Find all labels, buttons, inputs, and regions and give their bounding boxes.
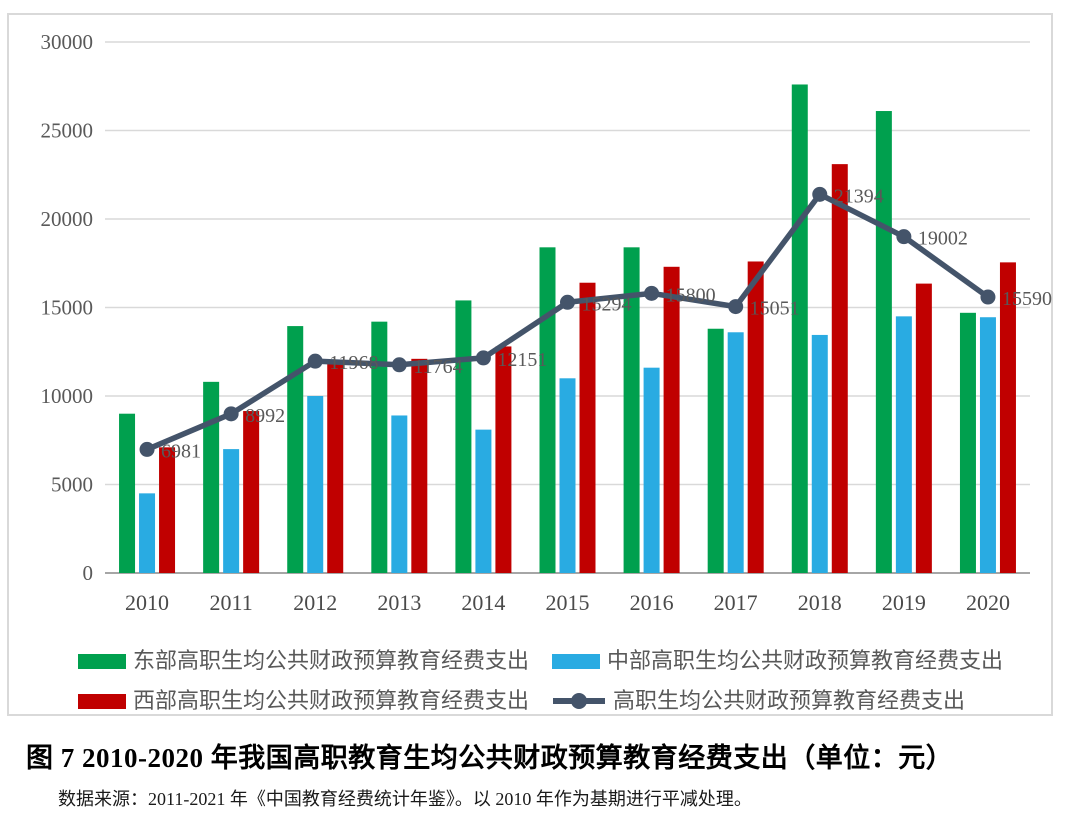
legend-label-east: 东部高职生均公共财政预算教育经费支出 <box>133 647 530 673</box>
bar-east-2011 <box>203 381 220 573</box>
bar-east-2014 <box>455 300 472 573</box>
data-label-2011: 8992 <box>245 405 285 427</box>
bar-east-2010 <box>119 413 136 573</box>
legend-item-overall: 高职生均公共财政预算教育经费支出 <box>552 687 966 713</box>
line-marker-2016 <box>644 285 660 301</box>
line-marker-2019 <box>896 229 912 245</box>
legend-row-1: 东部高职生均公共财政预算教育经费支出 中部高职生均公共财政预算教育经费支出 <box>78 641 1038 681</box>
line-marker-2014 <box>475 350 491 366</box>
bar-east-2017 <box>707 328 724 573</box>
line-marker-2010 <box>139 441 155 457</box>
line-marker-2017 <box>728 299 744 315</box>
data-label-2012: 11968 <box>329 352 378 374</box>
x-tick-2015: 2015 <box>546 590 590 615</box>
west-series-swatch <box>78 693 126 709</box>
y-tick-20000: 20000 <box>41 207 94 231</box>
bar-central-2015 <box>559 378 576 573</box>
bar-central-2019 <box>895 316 912 573</box>
line-marker-legend-icon <box>553 693 605 709</box>
bar-east-2016 <box>623 247 640 573</box>
bar-line-chart: 0 5000 10000 15000 20000 25000 30000 6981 8992 11… <box>41 30 1052 615</box>
x-tick-2011: 2011 <box>210 590 253 615</box>
bar-west-2014 <box>495 346 512 573</box>
bar-west-2019 <box>915 283 932 573</box>
line-marker-2018 <box>812 186 828 202</box>
x-tick-2010: 2010 <box>125 590 169 615</box>
bar-east-2019 <box>875 111 892 573</box>
line-marker-2015 <box>560 294 575 310</box>
bar-west-2017 <box>747 261 764 573</box>
y-tick-0: 0 <box>83 561 94 585</box>
data-label-2015: 15294 <box>582 293 632 315</box>
data-label-2013: 11764 <box>413 356 462 378</box>
bar-east-2013 <box>371 321 388 573</box>
bar-east-2015 <box>539 247 556 573</box>
bar-west-2013 <box>411 358 428 573</box>
bar-west-2020 <box>999 262 1016 573</box>
bar-west-2015 <box>579 282 596 573</box>
x-tick-2016: 2016 <box>630 590 674 615</box>
legend-label-overall: 高职生均公共财政预算教育经费支出 <box>613 687 966 713</box>
bar-east-2018 <box>791 84 808 573</box>
bar-central-2014 <box>475 429 492 573</box>
legend-label-central: 中部高职生均公共财政预算教育经费支出 <box>607 647 1004 673</box>
bar-central-2011 <box>223 449 240 573</box>
data-label-2010: 6981 <box>161 440 201 462</box>
central-series-swatch <box>552 653 600 669</box>
line-marker-2011 <box>223 406 239 422</box>
line-marker-2013 <box>391 357 407 373</box>
y-tick-30000: 30000 <box>41 30 94 54</box>
y-tick-5000: 5000 <box>51 473 93 497</box>
bar-central-2018 <box>811 334 828 573</box>
chart-legend: 东部高职生均公共财政预算教育经费支出 中部高职生均公共财政预算教育经费支出 西部… <box>78 641 1038 721</box>
data-label-2016: 15800 <box>666 284 716 306</box>
y-tick-10000: 10000 <box>41 384 94 408</box>
figure-source: 数据来源：2011-2021 年《中国教育经费统计年鉴》。以 2010 年作为基… <box>58 789 752 809</box>
legend-item-west: 西部高职生均公共财政预算教育经费支出 <box>78 687 552 713</box>
bar-west-2016 <box>663 266 680 573</box>
bar-east-2020 <box>959 312 976 573</box>
x-tick-2020: 2020 <box>966 590 1010 615</box>
x-tick-2013: 2013 <box>377 590 421 615</box>
legend-item-central: 中部高职生均公共财政预算教育经费支出 <box>552 647 1004 673</box>
y-tick-25000: 25000 <box>41 119 94 143</box>
bar-central-2013 <box>391 415 408 573</box>
bar-west-2012 <box>327 361 344 573</box>
legend-item-east: 东部高职生均公共财政预算教育经费支出 <box>78 647 552 673</box>
bar-central-2020 <box>979 317 996 573</box>
bar-east-2012 <box>287 326 304 573</box>
bar-central-2012 <box>307 396 324 573</box>
x-tick-2014: 2014 <box>461 590 505 615</box>
bar-central-2010 <box>139 493 156 573</box>
bar-central-2017 <box>727 332 744 573</box>
data-label-2019: 19002 <box>918 228 968 250</box>
bar-central-2016 <box>643 367 660 573</box>
figure-caption: 图 7 2010-2020 年我国高职教育生均公共财政预算教育经费支出（单位：元… <box>26 743 954 773</box>
x-tick-2018: 2018 <box>798 590 842 615</box>
legend-row-2: 西部高职生均公共财政预算教育经费支出 高职生均公共财政预算教育经费支出 <box>78 681 1038 721</box>
bar-west-2010 <box>159 447 176 573</box>
y-tick-15000: 15000 <box>41 296 94 320</box>
data-label-2014: 12151 <box>497 349 547 371</box>
x-tick-2019: 2019 <box>882 590 926 615</box>
bar-west-2011 <box>243 411 260 573</box>
x-tick-2012: 2012 <box>293 590 337 615</box>
bar-west-2018 <box>831 164 848 573</box>
east-series-swatch <box>78 653 126 669</box>
x-tick-2017: 2017 <box>714 590 758 615</box>
line-marker-2012 <box>307 353 323 369</box>
data-label-2020: 15590 <box>1002 288 1052 310</box>
legend-label-west: 西部高职生均公共财政预算教育经费支出 <box>133 687 530 713</box>
line-marker-2020 <box>980 289 996 305</box>
data-label-2018: 21394 <box>834 185 884 207</box>
data-label-2017: 15051 <box>750 298 800 320</box>
